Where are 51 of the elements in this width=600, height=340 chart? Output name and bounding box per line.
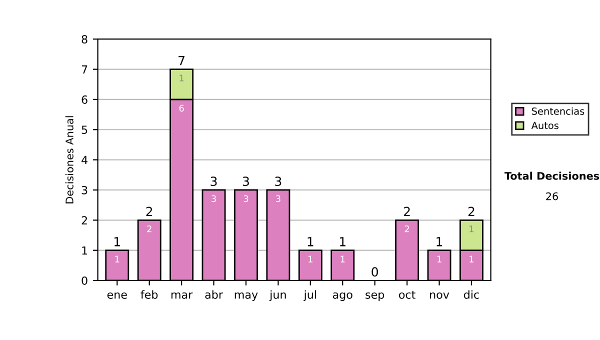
total-label: 3: [242, 176, 249, 186]
data-label: 3: [212, 195, 216, 202]
y-tick-label: 8: [82, 35, 88, 44]
x-tick-label: oct: [399, 290, 416, 299]
y-tick-label: 4: [82, 156, 88, 164]
total-label: 3: [275, 176, 282, 186]
total-label: 2: [468, 206, 474, 216]
x-tick-label: feb: [140, 290, 158, 299]
data-label: 1: [308, 256, 312, 262]
total-label: 7: [178, 56, 184, 66]
data-label: 2: [404, 225, 410, 232]
x-tick-label: sep: [366, 292, 384, 301]
y-tick-label: 2: [82, 216, 87, 224]
total-label: 2: [146, 206, 152, 216]
x-tick-label: dic: [464, 290, 479, 299]
data-label: 1: [340, 256, 345, 262]
total-label: 2: [404, 206, 410, 216]
data-label: 1: [115, 256, 120, 262]
y-tick-label: 0: [82, 276, 88, 285]
y-tick-label: 1: [82, 246, 88, 255]
data-label: 1: [470, 226, 474, 232]
text: 26: [546, 192, 558, 200]
data-label: 6: [179, 104, 184, 112]
y-axis-title: Decisiones Anual: [65, 116, 74, 204]
data-label: 1: [180, 74, 184, 82]
data-label: 2: [147, 225, 152, 232]
y-tick-label: 6: [82, 95, 88, 104]
x-tick-label: mar: [171, 292, 193, 299]
data-label: 1: [437, 256, 442, 262]
total-label: 1: [114, 237, 120, 246]
data-label: 1: [470, 256, 474, 262]
y-tick-label: 3: [82, 186, 88, 194]
legend-label: Sentencias: [532, 107, 584, 115]
x-tick-label: abr: [205, 290, 223, 299]
x-tick-label: jul: [304, 290, 316, 301]
x-tick-label: nov: [430, 292, 450, 299]
total-label: 0: [372, 267, 378, 277]
legend-label: Autos: [531, 122, 558, 130]
data-label: 3: [244, 195, 248, 202]
x-tick-label: jun: [269, 290, 286, 301]
x-tick-label: ago: [332, 292, 352, 301]
y-tick-label: 5: [82, 126, 88, 134]
x-tick-label: may: [234, 292, 258, 301]
text: Total Decisiones: [504, 172, 600, 180]
data-label: 3: [276, 195, 280, 202]
x-tick-label: ene: [107, 292, 127, 299]
y-tick-label: 7: [82, 65, 88, 74]
total-label: 1: [436, 237, 442, 246]
total-label: 1: [308, 237, 314, 246]
total-label: 1: [340, 237, 346, 246]
total-label: 3: [210, 176, 217, 186]
